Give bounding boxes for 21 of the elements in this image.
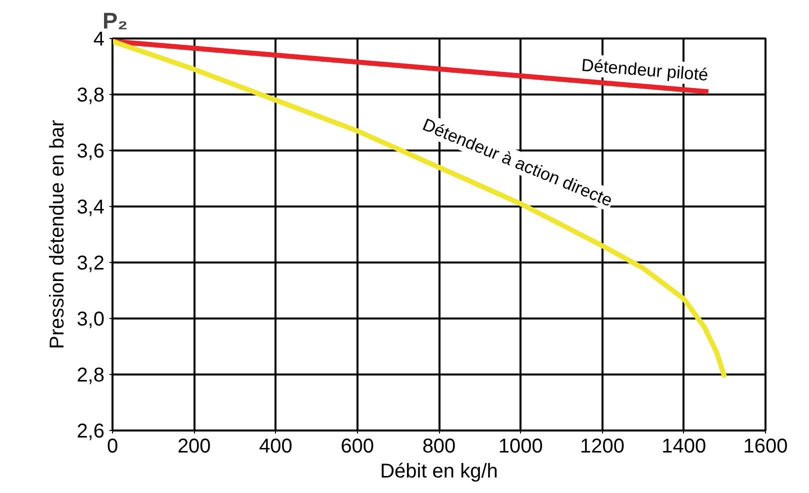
series-label: Détendeur piloté [580, 54, 710, 85]
y-tick-label: 3,0 [76, 308, 105, 330]
x-tick-label: 600 [340, 436, 374, 458]
x-tick-label: 400 [259, 436, 292, 458]
x-axis-title: Débit en kg/h [380, 460, 498, 482]
x-tick-label: 1600 [743, 436, 788, 458]
x-tick-label: 800 [422, 436, 456, 458]
y-tick-label: 3,4 [76, 196, 105, 218]
y-tick-label: 3,2 [76, 252, 105, 274]
y-tick-label: 3,6 [76, 140, 105, 162]
y-axis-title: Pression détendue en bar [46, 120, 69, 350]
y-tick-label: 2,8 [76, 364, 105, 386]
x-tick-label: 200 [177, 436, 211, 458]
y-tick-label: 4 [93, 28, 104, 50]
x-tick-label: 1400 [662, 436, 706, 458]
x-tick-label: 1000 [498, 436, 543, 458]
y-tick-label: 3,8 [76, 84, 105, 106]
chart-title: P₂ [102, 8, 128, 34]
x-tick-label: 1200 [580, 436, 625, 458]
y-tick-label: 2,6 [76, 420, 105, 442]
x-tick-label: 0 [106, 436, 118, 458]
